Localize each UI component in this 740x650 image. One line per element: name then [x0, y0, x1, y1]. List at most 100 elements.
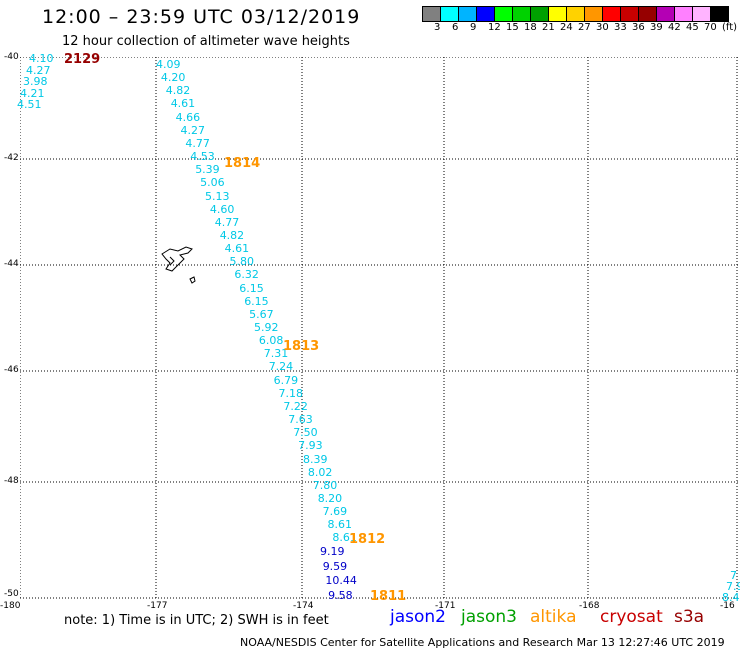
satellite-s3a: s3a [674, 607, 705, 627]
legend-swatch [476, 6, 495, 22]
wave-height-label: 8.39 [303, 452, 328, 466]
legend-swatch [440, 6, 459, 22]
wave-height-label: 7.50 [293, 426, 318, 440]
legend-swatch [494, 6, 513, 22]
wave-height-label: 4.77 [185, 136, 210, 150]
legend-label: 39 [650, 22, 663, 33]
map-grid [20, 57, 738, 599]
lat-label: -40 [4, 52, 19, 62]
wave-height-label: 5.80 [229, 255, 255, 269]
time-label: 1812 [349, 532, 386, 547]
wave-height-label: 6.32 [234, 268, 259, 282]
wave-height-label: 3.98 [23, 75, 48, 88]
wave-height-label: 4.82 [219, 228, 245, 242]
legend-label: 3 [434, 22, 441, 33]
legend-label: 6 [452, 22, 459, 33]
legend-swatch [620, 6, 639, 22]
time-label: 1811 [370, 589, 407, 604]
legend-label: 9 [470, 22, 477, 33]
time-label: 1814 [224, 156, 261, 171]
legend-swatch [530, 6, 549, 22]
legend-label: 12 [488, 22, 501, 33]
wave-height-label: 5.92 [254, 321, 279, 334]
wave-height-label: 5.67 [249, 307, 274, 321]
map-plot: -40 -42 -44 -46 -48 -50 -180 -177 -174 -… [0, 52, 740, 611]
lat-label: -46 [4, 365, 19, 375]
wave-height-label: 4.66 [175, 110, 201, 124]
legend-label: 33 [614, 22, 627, 33]
wave-height-label: 9.59 [322, 559, 348, 573]
wave-height-label: 6.08 [258, 334, 284, 348]
satellite-altika: altika [530, 607, 577, 627]
wave-height-label: 7.24 [268, 360, 294, 374]
wave-height-label: 7 [730, 569, 737, 582]
wave-height-label: 5.13 [205, 189, 230, 203]
wave-height-label: 8.61 [332, 531, 357, 545]
wave-height-label: 8.02 [307, 465, 333, 479]
wave-height-label: 8.61 [327, 518, 353, 532]
island-outline-icon [161, 246, 193, 272]
lat-label: -48 [4, 476, 19, 486]
wave-height-label: 4.53 [190, 150, 215, 164]
note-text: note: 1) Time is in UTC; 2) SWH is in fe… [64, 613, 329, 628]
legend-label: 42 [668, 22, 681, 33]
lat-label: -50 [4, 589, 19, 599]
wave-height-label: 4.27 [180, 123, 206, 137]
wave-height-label: 5.06 [200, 176, 225, 190]
wave-height-label: 7.22 [283, 399, 308, 413]
wave-height-label: 6.15 [244, 294, 269, 308]
legend-swatch [422, 6, 441, 22]
footer-credit: NOAA/NESDIS Center for Satellite Applica… [240, 636, 725, 649]
wave-height-label: 4.51 [17, 98, 42, 111]
legend-swatch [656, 6, 675, 22]
legend-label: 18 [524, 22, 537, 33]
wave-height-label: 10.44 [325, 574, 357, 587]
wave-height-label: 4.77 [214, 215, 240, 229]
page-subtitle: 12 hour collection of altimeter wave hei… [62, 34, 350, 49]
wave-height-label: 6.79 [273, 373, 299, 387]
lat-label: -44 [4, 259, 19, 269]
wave-height-label: 7.9 [726, 580, 740, 593]
wave-height-label: 7.80 [312, 478, 338, 492]
lon-label: -177 [147, 601, 168, 611]
page-title: 12:00 – 23:59 UTC 03/12/2019 [42, 6, 361, 28]
legend-label: 15 [506, 22, 519, 33]
legend-swatch [638, 6, 657, 22]
time-label: 2129 [64, 52, 101, 67]
lon-label: -171 [435, 601, 456, 611]
lat-label: -42 [4, 153, 19, 163]
wave-height-label: 4.10 [29, 52, 54, 65]
wave-height-label: 7.69 [322, 505, 348, 519]
color-legend [422, 6, 729, 22]
wave-height-label: 4.20 [160, 71, 186, 85]
legend-label: 45 [686, 22, 699, 33]
legend-swatch [548, 6, 567, 22]
legend-label: (ft) [722, 22, 738, 33]
wave-height-label: 4.82 [165, 84, 191, 98]
legend-swatch [584, 6, 603, 22]
legend-label: 30 [596, 22, 609, 33]
time-label: 1813 [283, 339, 320, 354]
wave-height-label: 9.58 [328, 588, 353, 602]
legend-label: 24 [560, 22, 573, 33]
legend-label: 36 [632, 22, 645, 33]
legend-swatch [602, 6, 621, 22]
wave-height-label: 6.15 [239, 281, 264, 295]
lon-label: -168 [579, 601, 600, 611]
legend-label: 70 [704, 22, 717, 33]
legend-swatch [458, 6, 477, 22]
wave-height-label: 4.09 [156, 58, 181, 71]
wave-height-label: 8.48 [722, 591, 740, 604]
wave-height-label: 7.31 [263, 347, 289, 361]
satellite-cryosat: cryosat [600, 607, 663, 627]
lon-label: -16 [720, 601, 735, 611]
satellite-jason3: jason3 [461, 607, 517, 627]
lon-label: -174 [293, 601, 314, 611]
legend-label: 21 [542, 22, 555, 33]
legend-swatch [512, 6, 531, 22]
wave-height-label: 4.61 [170, 97, 196, 111]
legend-swatch [692, 6, 711, 22]
wave-height-label: 7.63 [288, 413, 313, 427]
wave-height-label: 9.19 [320, 545, 345, 558]
wave-height-label: 4.27 [26, 63, 51, 77]
